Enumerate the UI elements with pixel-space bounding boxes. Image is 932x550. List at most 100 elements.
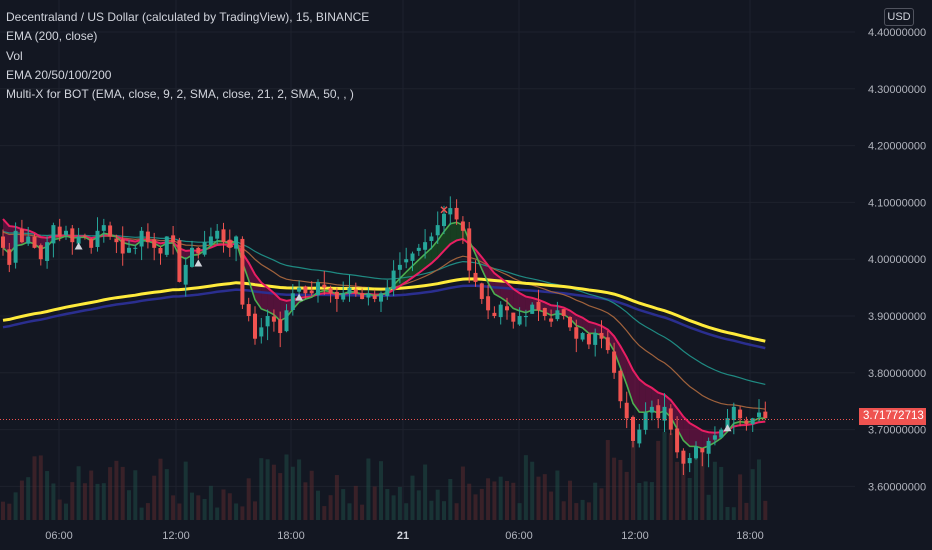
volume-bar (694, 454, 698, 520)
volume-bar (643, 481, 648, 520)
candle-body (404, 259, 409, 263)
volume-bar (196, 495, 201, 520)
candle-body (448, 208, 453, 215)
buy-signal-marker (295, 293, 304, 301)
candle-body (64, 230, 68, 235)
volume-bar (523, 455, 528, 520)
volume-bar (448, 478, 453, 520)
volume-bar (675, 461, 680, 520)
candle-body (624, 402, 629, 419)
volume-bar (278, 473, 283, 520)
candle-body (45, 242, 50, 261)
volume-bar (64, 503, 68, 520)
volume-bar (101, 483, 106, 520)
buy-signal-marker (74, 242, 83, 250)
candle-body (76, 236, 81, 244)
volume-bar (612, 457, 617, 520)
candle-body (505, 306, 509, 311)
volume-bar (599, 488, 604, 520)
ribbon-segment (519, 293, 526, 313)
candle-body (38, 245, 43, 260)
volume-bar (763, 500, 768, 520)
ribbon-segment (645, 384, 652, 413)
candle-body (13, 230, 18, 263)
volume-bar (649, 482, 654, 520)
volume-bar (13, 492, 18, 520)
candle-body (316, 281, 320, 296)
candle-body (391, 270, 396, 290)
candle-body (347, 287, 352, 294)
candle-body (145, 231, 150, 243)
candle-body (51, 225, 56, 244)
volume-bar (681, 451, 686, 520)
volume-bar (391, 495, 396, 520)
candle-body (435, 225, 440, 236)
volume-bar (297, 459, 302, 520)
volume-bar (498, 476, 503, 520)
candle-body (164, 236, 169, 255)
sell-signal-marker (226, 240, 234, 248)
candle-body (372, 295, 377, 299)
volume-bar (574, 503, 579, 520)
ema100-line (2, 230, 766, 385)
candle-body (675, 428, 680, 453)
volume-bars (1, 431, 768, 520)
indicator-ema-ribbon-label[interactable]: EMA 20/50/100/200 (6, 67, 112, 82)
volume-bar (744, 502, 749, 520)
candle-body (719, 429, 724, 438)
candle-body (322, 284, 327, 288)
candle-body (681, 450, 686, 464)
volume-bar (26, 477, 31, 520)
candle-body (416, 247, 421, 251)
volume-bar (561, 501, 566, 520)
volume-bar (542, 474, 547, 520)
candle-body (70, 228, 75, 243)
volume-bar (328, 495, 333, 520)
indicator-volume-label[interactable]: Vol (6, 48, 23, 63)
volume-bar (133, 470, 138, 520)
currency-button[interactable]: USD (884, 8, 914, 26)
price-tick-label: 3.60000000 (868, 481, 926, 493)
candle-body (32, 236, 37, 248)
volume-bar (372, 486, 377, 520)
time-tick-label: 18:00 (277, 530, 305, 542)
volume-bar (19, 480, 24, 520)
candle-body (744, 420, 749, 424)
indicator-ema200-label[interactable]: EMA (200, close) (6, 29, 98, 44)
symbol-title[interactable]: Decentraland / US Dollar (calculated by … (6, 10, 370, 24)
volume-bar (586, 502, 591, 520)
ribbon-fast-line (2, 221, 766, 450)
ribbon-segment (261, 282, 268, 312)
volume-bar (290, 466, 295, 520)
volume-bar (7, 503, 12, 520)
volume-bar (82, 483, 87, 520)
candle-body (278, 319, 283, 334)
volume-bar (259, 458, 264, 520)
volume-bar (152, 475, 157, 520)
volume-bar (284, 454, 289, 520)
volume-bar (700, 448, 705, 520)
candle-body (397, 264, 402, 270)
ema200-line-navy (2, 284, 766, 350)
volume-bar (202, 498, 207, 520)
volume-bar (492, 481, 497, 520)
indicator-multi-x-label[interactable]: Multi-X for BOT (EMA, close, 9, 2, SMA, … (6, 87, 354, 102)
volume-bar (687, 477, 692, 520)
price-tick-label: 4.30000000 (868, 84, 926, 96)
volume-bar (442, 501, 446, 520)
volume-bar (706, 494, 711, 520)
volume-bar (322, 506, 327, 520)
ribbon-segment (689, 423, 696, 447)
volume-bar (454, 503, 459, 520)
volume-bar (379, 461, 383, 520)
candle-body (259, 327, 264, 337)
volume-bar (656, 440, 661, 520)
volume-bar (57, 499, 62, 520)
volume-bar (158, 458, 163, 520)
candle-body (26, 236, 31, 244)
volume-bar (429, 500, 434, 520)
price-tick-label: 3.90000000 (868, 311, 926, 323)
time-axis: 06:00 12:00 18:00 21 06:00 12:00 18:00 (45, 530, 764, 542)
volume-bar (95, 483, 100, 520)
